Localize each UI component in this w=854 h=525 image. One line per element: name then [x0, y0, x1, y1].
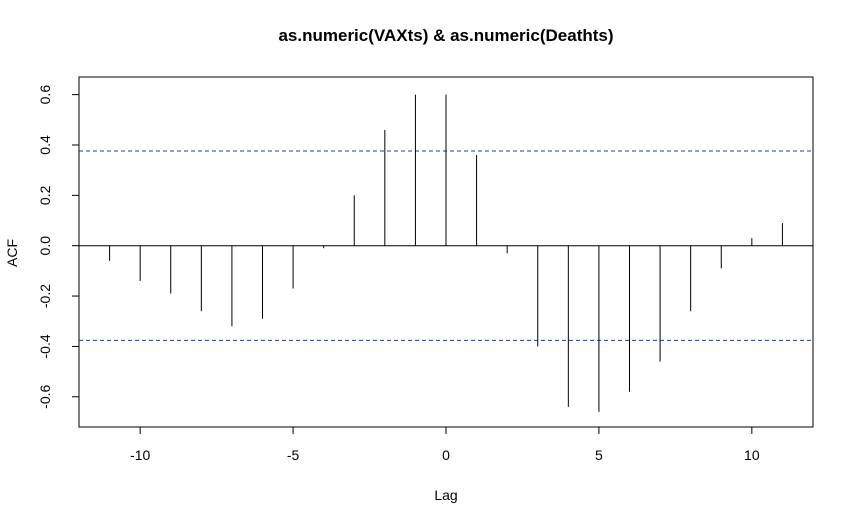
- y-tick-label: 0.0: [37, 236, 53, 256]
- y-axis: -0.6 -0.4 -0.2 0.0 0.2 0.4 0.6: [37, 85, 80, 409]
- x-tick-label: 10: [744, 447, 760, 463]
- plot-area: [79, 94, 813, 412]
- y-tick-label: -0.6: [37, 385, 53, 409]
- x-axis: -10 -5 0 5 10: [130, 426, 760, 463]
- x-tick-label: 5: [595, 447, 603, 463]
- x-axis-label: Lag: [434, 487, 457, 503]
- y-tick-label: -0.2: [37, 284, 53, 308]
- y-axis-label: ACF: [4, 239, 20, 267]
- x-tick-label: 0: [442, 447, 450, 463]
- y-tick-label: 0.6: [37, 85, 53, 105]
- x-tick-label: -10: [130, 447, 150, 463]
- x-tick-label: -5: [287, 447, 300, 463]
- chart-title: as.numeric(VAXts) & as.numeric(Deathts): [278, 26, 613, 45]
- y-tick-label: 0.2: [37, 185, 53, 205]
- y-tick-label: 0.4: [37, 135, 53, 155]
- y-tick-label: -0.4: [37, 334, 53, 358]
